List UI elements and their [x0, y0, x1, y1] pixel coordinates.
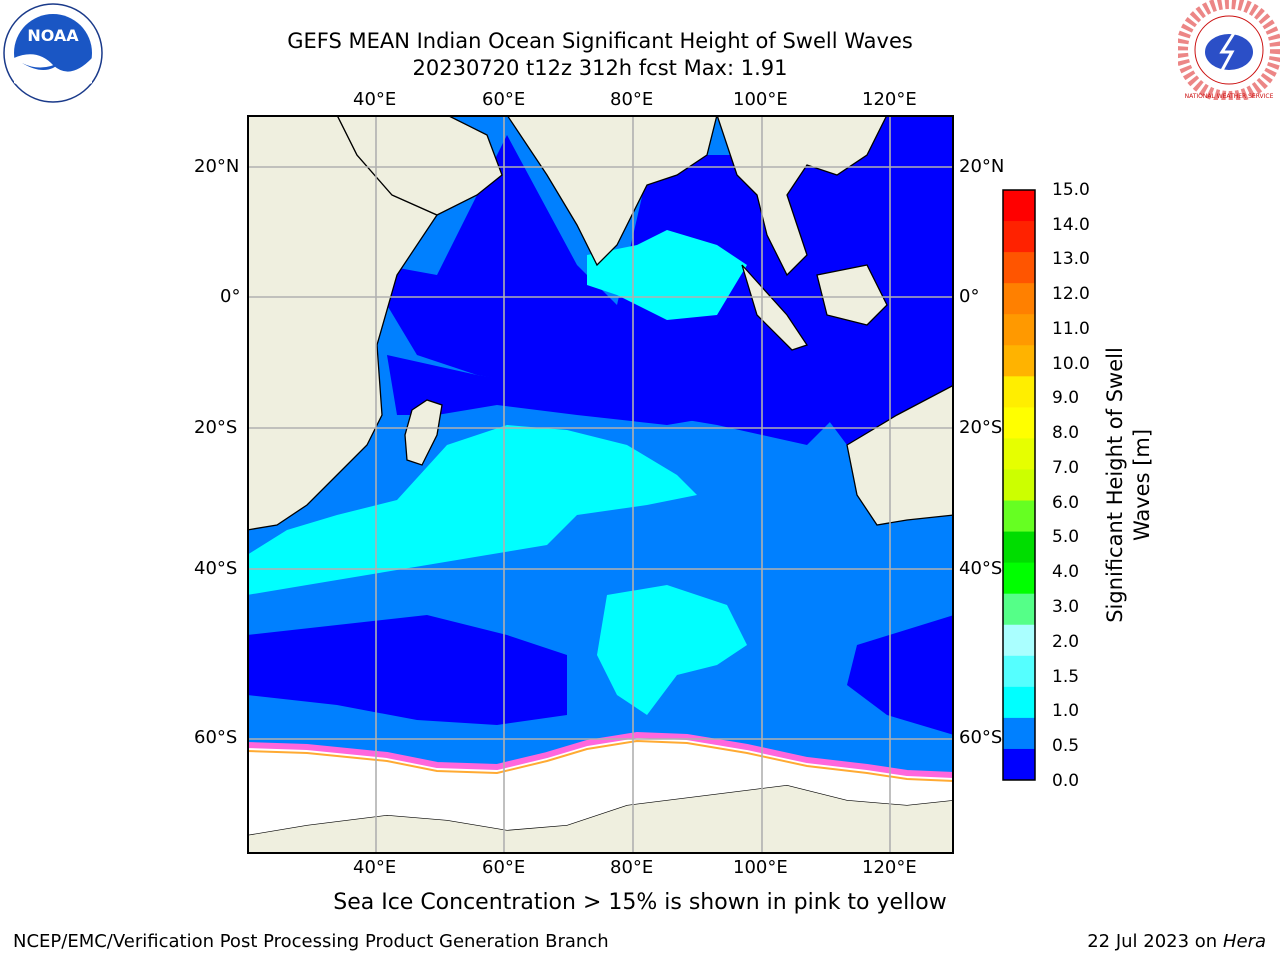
map-panel: [247, 115, 954, 854]
lon-tick-top-100e: 100°E: [733, 89, 788, 110]
colorbar-label-3: 3.0: [1052, 597, 1080, 617]
lat-tick-right-20n: 20°N: [959, 156, 1005, 177]
high-swell-zone-southcentral: [597, 585, 747, 715]
colorbar-label-7: 7.0: [1052, 458, 1080, 478]
lon-tick-top-80e: 80°E: [610, 89, 654, 110]
colorbar-segment: [1003, 407, 1035, 439]
footer-date-text: 22 Jul 2023 on: [1087, 931, 1223, 952]
lat-tick-right-20s: 20°S: [959, 417, 1003, 438]
colorbar-segment: [1003, 314, 1035, 346]
map-frame: [247, 115, 954, 854]
colorbar-segment: [1003, 593, 1035, 626]
colorbar-segment: [1003, 438, 1035, 470]
colorbar-label-9: 9.0: [1052, 388, 1080, 408]
colorbar-label-10: 10.0: [1052, 354, 1090, 374]
lat-tick-left-0: 0°: [220, 286, 241, 307]
colorbar-segments: [1003, 190, 1035, 781]
colorbar-frame: [1002, 189, 1036, 781]
colorbar-title-line2: Waves [m]: [1130, 428, 1154, 542]
colorbar-label-5: 5.0: [1052, 527, 1080, 547]
colorbar-segment: [1003, 190, 1035, 222]
colorbar-title-line1: Significant Height of Swell: [1103, 347, 1127, 623]
nws-logo: NATIONAL WEATHER SERVICE: [1178, 0, 1280, 100]
colorbar-label-14: 14.0: [1052, 215, 1090, 235]
lat-tick-left-20s: 20°S: [194, 417, 238, 438]
colorbar-segment: [1003, 686, 1035, 719]
lat-tick-right-0: 0°: [959, 286, 980, 307]
colorbar-label-12: 12.0: [1052, 284, 1090, 304]
low-swell-zone-mid: [387, 355, 727, 425]
colorbar-segment: [1003, 624, 1035, 657]
colorbar-segment: [1003, 283, 1035, 315]
lon-tick-bottom-40e: 40°E: [353, 857, 397, 878]
chart-title: GEFS MEAN Indian Ocean Significant Heigh…: [287, 29, 913, 53]
colorbar-label-1-5: 1.5: [1052, 667, 1080, 687]
noaa-logo-text: NOAA: [27, 26, 79, 45]
footer-date: 22 Jul 2023 on Hera: [1087, 931, 1266, 952]
colorbar-segment: [1003, 562, 1035, 595]
colorbar-segment: [1003, 221, 1035, 253]
high-swell-zone-south: [247, 425, 697, 595]
colorbar-segment: [1003, 500, 1035, 533]
lat-tick-left-60s: 60°S: [194, 727, 238, 748]
colorbar-label-2: 2.0: [1052, 632, 1080, 652]
lon-tick-top-120e: 120°E: [862, 89, 917, 110]
colorbar: [1002, 189, 1036, 781]
lon-tick-bottom-100e: 100°E: [733, 857, 788, 878]
colorbar-segment: [1003, 531, 1035, 564]
lon-tick-bottom-80e: 80°E: [610, 857, 654, 878]
lat-tick-left-40s: 40°S: [194, 558, 238, 579]
colorbar-segment: [1003, 469, 1035, 502]
lon-tick-top-40e: 40°E: [353, 89, 397, 110]
nws-logo-text: NATIONAL WEATHER SERVICE: [1185, 93, 1274, 100]
india-land: [506, 115, 718, 267]
colorbar-label-15: 15.0: [1052, 180, 1090, 200]
colorbar-segment: [1003, 252, 1035, 284]
noaa-logo: NOAA: [3, 3, 103, 103]
colorbar-label-13: 13.0: [1052, 249, 1090, 269]
colorbar-label-4: 4.0: [1052, 562, 1080, 582]
colorbar-segment: [1003, 655, 1035, 688]
sumatra-land: [741, 264, 809, 351]
colorbar-segment: [1003, 376, 1035, 408]
colorbar-label-6: 6.0: [1052, 493, 1080, 513]
colorbar-label-11: 11.0: [1052, 319, 1090, 339]
footer-host: Hera: [1222, 931, 1266, 952]
lon-tick-bottom-120e: 120°E: [862, 857, 917, 878]
colorbar-segment: [1003, 748, 1035, 781]
colorbar-label-0-5: 0.5: [1052, 736, 1080, 756]
colorbar-segment: [1003, 717, 1035, 750]
low-swell-zone-southeast: [847, 615, 954, 735]
chart-subtitle: 20230720 t12z 312h fcst Max: 1.91: [412, 56, 788, 80]
map-graticule: [247, 115, 954, 854]
arabia-land: [336, 115, 503, 216]
colorbar-label-8: 8.0: [1052, 423, 1080, 443]
lon-tick-top-60e: 60°E: [482, 89, 526, 110]
sea-ice-note: Sea Ice Concentration > 15% is shown in …: [333, 890, 947, 915]
lat-tick-right-40s: 40°S: [959, 558, 1003, 579]
lat-tick-right-60s: 60°S: [959, 727, 1003, 748]
southeast-asia-land: [716, 115, 888, 277]
colorbar-label-1: 1.0: [1052, 701, 1080, 721]
low-swell-zone-south: [247, 615, 567, 725]
footer-credit: NCEP/EMC/Verification Post Processing Pr…: [13, 931, 609, 952]
borneo-land: [816, 264, 888, 326]
lon-tick-bottom-60e: 60°E: [482, 857, 526, 878]
lat-tick-left-20n: 20°N: [194, 156, 240, 177]
colorbar-segment: [1003, 345, 1035, 377]
colorbar-label-0: 0.0: [1052, 771, 1080, 791]
madagascar-land: [404, 399, 443, 466]
sea-ice-edge-fringe: [247, 739, 954, 782]
australia-land: [846, 384, 954, 526]
